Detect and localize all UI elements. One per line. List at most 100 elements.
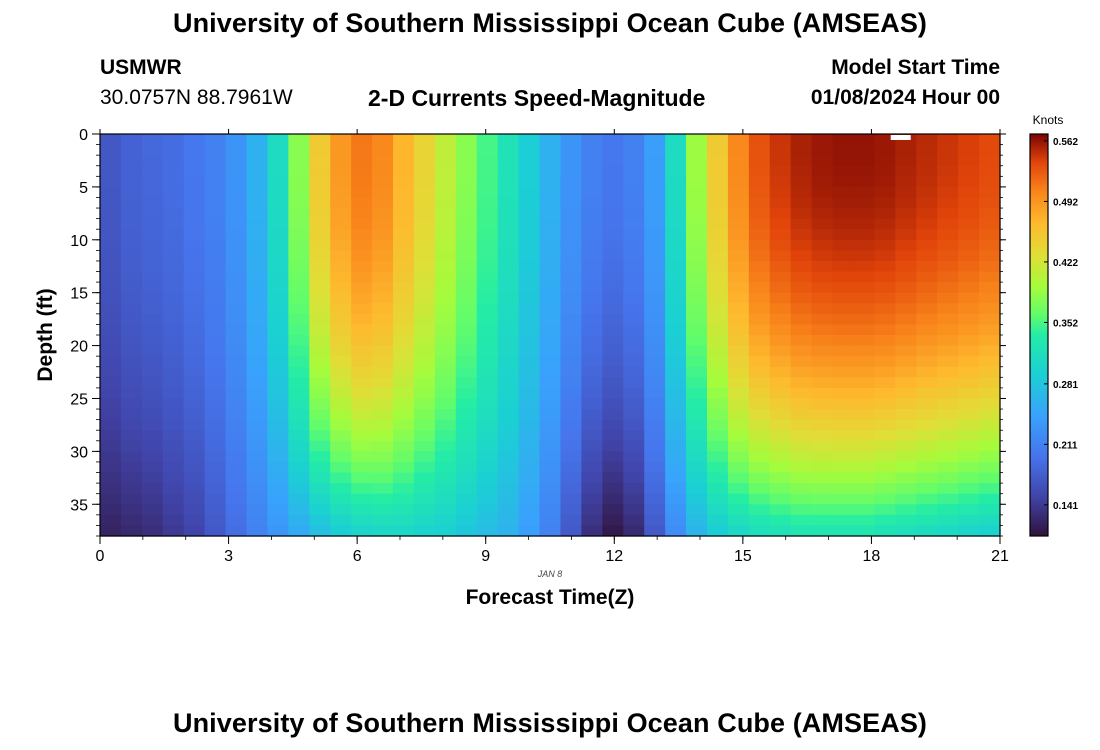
heatmap-cell <box>246 440 269 452</box>
heatmap-cell <box>916 260 938 273</box>
heatmap-cell <box>769 260 792 273</box>
heatmap-cell <box>853 356 876 368</box>
heatmap-cell <box>372 250 394 262</box>
heatmap-cell <box>518 525 541 537</box>
heatmap-cell <box>309 313 331 326</box>
heatmap-cell <box>853 461 876 474</box>
heatmap-cell <box>769 335 792 347</box>
heatmap-cell <box>560 356 582 368</box>
heatmap-cell <box>706 366 729 378</box>
heatmap-cell <box>288 514 310 527</box>
heatmap-cell <box>434 176 457 188</box>
heatmap-cell <box>644 208 666 220</box>
heatmap-cell <box>769 155 792 167</box>
heatmap-cell <box>372 186 394 199</box>
heatmap-cell <box>351 303 373 315</box>
heatmap-cell <box>916 324 938 336</box>
y-axis-label: Depth (ft) <box>34 288 57 381</box>
heatmap-cell <box>183 239 206 251</box>
heatmap-cell <box>874 398 896 410</box>
heatmap-cell <box>225 271 248 283</box>
heatmap-cell <box>309 525 331 537</box>
heatmap-cell <box>330 250 352 262</box>
heatmap-cell <box>413 239 436 251</box>
heatmap-cell <box>120 461 143 474</box>
heatmap-cell <box>141 409 164 421</box>
heatmap-cell <box>351 525 373 537</box>
heatmap-cell <box>330 409 352 421</box>
heatmap-cell <box>539 282 562 294</box>
heatmap-cell <box>413 197 436 209</box>
heatmap-cell <box>120 345 143 357</box>
heatmap-cell <box>497 292 520 304</box>
heatmap-cell <box>790 186 813 199</box>
heatmap-cell <box>706 186 729 199</box>
heatmap-cell <box>434 165 457 177</box>
heatmap-cell <box>120 366 143 378</box>
heatmap-cell <box>769 387 792 400</box>
heatmap-cell <box>141 313 164 326</box>
heatmap-cell <box>937 387 959 400</box>
heatmap-cell <box>330 197 352 209</box>
heatmap-cell <box>790 324 813 336</box>
heatmap-cell <box>497 303 520 315</box>
heatmap-cell <box>518 345 541 357</box>
heatmap-cell <box>162 176 185 188</box>
heatmap-cell <box>539 366 562 378</box>
heatmap-cell <box>141 250 164 262</box>
heatmap-cell <box>811 377 834 389</box>
heatmap-cell <box>434 504 457 516</box>
heatmap-cell <box>455 176 478 188</box>
heatmap-cell <box>644 430 666 442</box>
heatmap-cell <box>393 461 415 474</box>
heatmap-cell <box>665 504 687 516</box>
heatmap-cell <box>246 430 269 442</box>
colorbar-tick-label: 0.141 <box>1053 501 1078 512</box>
heatmap-cell <box>183 356 206 368</box>
heatmap-cell <box>874 292 896 304</box>
heatmap-cell <box>100 165 122 177</box>
heatmap-cell <box>183 324 206 336</box>
heatmap-cell <box>686 377 708 389</box>
heatmap-cell <box>476 472 499 484</box>
heatmap-cell <box>811 335 834 347</box>
heatmap-cell <box>706 409 729 421</box>
heatmap-cell <box>895 208 917 220</box>
heatmap-cell <box>790 218 813 230</box>
heatmap-cell <box>979 335 1001 347</box>
heatmap-cell <box>434 409 457 421</box>
heatmap-cell <box>916 440 938 452</box>
heatmap-cell <box>204 440 227 452</box>
heatmap-cell <box>539 514 562 527</box>
heatmap-cell <box>706 504 729 516</box>
heatmap-cell <box>706 208 729 220</box>
heatmap-cell <box>853 525 876 537</box>
heatmap-cell <box>100 430 122 442</box>
heatmap-cell <box>518 239 541 251</box>
heatmap-cell <box>476 461 499 474</box>
heatmap-cell <box>727 356 750 368</box>
heatmap-cell <box>330 186 352 199</box>
heatmap-cell <box>434 493 457 505</box>
heatmap-cell <box>916 377 938 389</box>
heatmap-cell <box>372 134 394 146</box>
heatmap-cell <box>518 461 541 474</box>
heatmap-cell <box>183 345 206 357</box>
heatmap-cell <box>351 176 373 188</box>
heatmap-cell <box>539 387 562 400</box>
heatmap-cell <box>288 186 310 199</box>
heatmap-cell <box>372 398 394 410</box>
heatmap-cell <box>393 419 415 431</box>
heatmap-cell <box>832 514 855 527</box>
heatmap-cell <box>937 398 959 410</box>
heatmap-cell <box>309 239 331 251</box>
heatmap-cell <box>330 218 352 230</box>
heatmap-cell <box>162 430 185 442</box>
heatmap-cell <box>811 472 834 484</box>
heatmap-cell <box>895 250 917 262</box>
heatmap-cell <box>204 208 227 220</box>
heatmap-cell <box>455 303 478 315</box>
heatmap-cell <box>581 514 603 527</box>
heatmap-cell <box>476 430 499 442</box>
